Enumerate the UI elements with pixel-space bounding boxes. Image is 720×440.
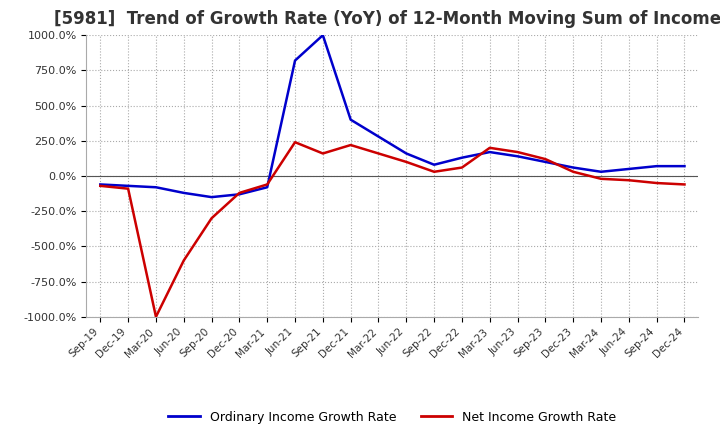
Ordinary Income Growth Rate [513, 154, 522, 159]
Net Income Growth Rate [152, 314, 161, 319]
Ordinary Income Growth Rate [652, 164, 661, 169]
Net Income Growth Rate [513, 150, 522, 155]
Ordinary Income Growth Rate [318, 33, 327, 38]
Net Income Growth Rate [207, 216, 216, 221]
Net Income Growth Rate [402, 159, 410, 165]
Net Income Growth Rate [235, 190, 243, 195]
Ordinary Income Growth Rate [207, 194, 216, 200]
Ordinary Income Growth Rate [597, 169, 606, 174]
Ordinary Income Growth Rate [346, 117, 355, 122]
Net Income Growth Rate [263, 182, 271, 187]
Ordinary Income Growth Rate [235, 192, 243, 197]
Net Income Growth Rate [318, 151, 327, 156]
Ordinary Income Growth Rate [152, 185, 161, 190]
Ordinary Income Growth Rate [569, 165, 577, 170]
Ordinary Income Growth Rate [430, 162, 438, 167]
Net Income Growth Rate [374, 151, 383, 156]
Legend: Ordinary Income Growth Rate, Net Income Growth Rate: Ordinary Income Growth Rate, Net Income … [163, 406, 621, 429]
Net Income Growth Rate [458, 165, 467, 170]
Net Income Growth Rate [96, 183, 104, 188]
Line: Ordinary Income Growth Rate: Ordinary Income Growth Rate [100, 35, 685, 197]
Net Income Growth Rate [597, 176, 606, 181]
Ordinary Income Growth Rate [402, 151, 410, 156]
Title: [5981]  Trend of Growth Rate (YoY) of 12-Month Moving Sum of Incomes: [5981] Trend of Growth Rate (YoY) of 12-… [54, 10, 720, 28]
Ordinary Income Growth Rate [458, 155, 467, 160]
Net Income Growth Rate [291, 139, 300, 145]
Net Income Growth Rate [569, 169, 577, 174]
Ordinary Income Growth Rate [485, 150, 494, 155]
Ordinary Income Growth Rate [124, 183, 132, 188]
Ordinary Income Growth Rate [179, 190, 188, 195]
Line: Net Income Growth Rate: Net Income Growth Rate [100, 142, 685, 317]
Ordinary Income Growth Rate [96, 182, 104, 187]
Net Income Growth Rate [624, 178, 633, 183]
Ordinary Income Growth Rate [291, 58, 300, 63]
Ordinary Income Growth Rate [374, 134, 383, 139]
Net Income Growth Rate [430, 169, 438, 174]
Net Income Growth Rate [124, 186, 132, 191]
Ordinary Income Growth Rate [263, 185, 271, 190]
Net Income Growth Rate [346, 143, 355, 148]
Net Income Growth Rate [680, 182, 689, 187]
Ordinary Income Growth Rate [624, 166, 633, 172]
Ordinary Income Growth Rate [680, 164, 689, 169]
Net Income Growth Rate [652, 180, 661, 186]
Net Income Growth Rate [179, 258, 188, 263]
Net Income Growth Rate [485, 145, 494, 150]
Net Income Growth Rate [541, 157, 550, 162]
Ordinary Income Growth Rate [541, 159, 550, 165]
